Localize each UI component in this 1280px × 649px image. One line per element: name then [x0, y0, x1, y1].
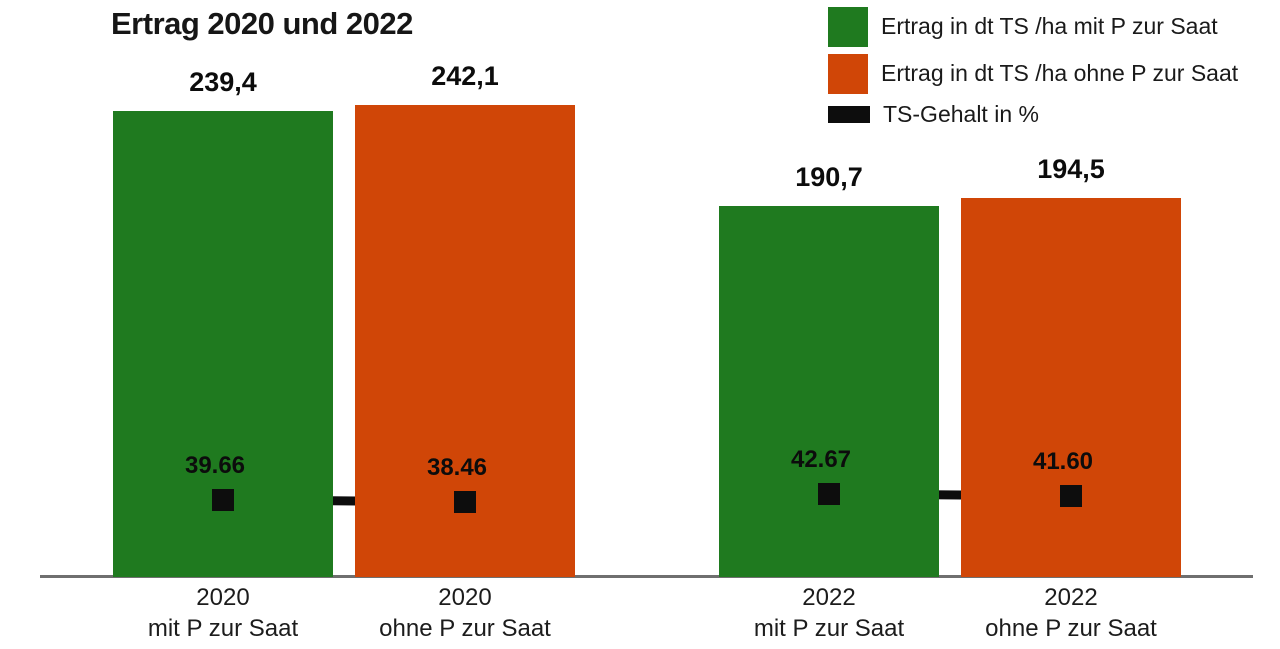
ts-value-label: 39.66: [184, 451, 246, 479]
ts-marker: [454, 491, 476, 514]
x-axis-label: 2020 mit P zur Saat: [147, 584, 299, 642]
bar-value-label: 239,4: [189, 66, 257, 97]
orange-bar-swatch-icon: [828, 53, 868, 94]
bar-2022-mit-p-zur-saat: [719, 205, 939, 577]
x-axis-label: 2022 mit P zur Saat: [753, 584, 905, 642]
legend-label: TS-Gehalt in %: [883, 100, 1039, 127]
black-line-swatch-icon: [828, 105, 870, 123]
legend: Ertrag in dt TS /ha mit P zur Saat Ertra…: [828, 3, 1238, 129]
legend-item-mit-p: Ertrag in dt TS /ha mit P zur Saat: [828, 3, 1238, 50]
bar-2022-ohne-p-zur-saat: [961, 198, 1181, 577]
x-axis-label: 2022 ohne P zur Saat: [985, 584, 1157, 642]
ts-value-label: 42.67: [790, 445, 852, 473]
legend-item-ts-gehalt: TS-Gehalt in %: [828, 99, 1238, 129]
ts-marker: [818, 482, 840, 505]
chart-title: Ertrag 2020 und 2022: [111, 6, 413, 41]
ts-value-label: 41.60: [1032, 447, 1094, 475]
legend-item-ohne-p: Ertrag in dt TS /ha ohne P zur Saat: [828, 50, 1238, 97]
bar-value-label: 242,1: [431, 61, 499, 92]
ts-marker: [212, 488, 234, 511]
bar-value-label: 190,7: [795, 161, 863, 192]
ts-marker: [1060, 484, 1082, 507]
bar-value-label: 194,5: [1037, 154, 1105, 185]
green-bar-swatch-icon: [828, 6, 868, 47]
ts-value-label: 38.46: [426, 454, 488, 482]
legend-label: Ertrag in dt TS /ha mit P zur Saat: [881, 13, 1218, 39]
legend-label: Ertrag in dt TS /ha ohne P zur Saat: [881, 60, 1239, 86]
x-axis-label: 2020 ohne P zur Saat: [379, 584, 551, 642]
x-axis-line: [40, 575, 1253, 578]
